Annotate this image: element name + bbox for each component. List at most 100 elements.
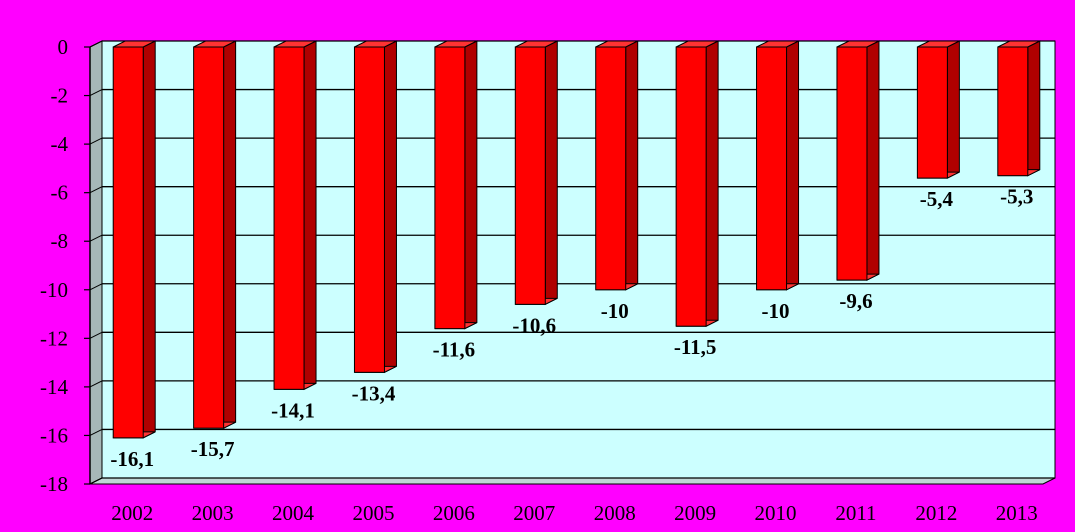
bar-front <box>112 46 144 439</box>
y-tick-label: -6 <box>51 181 69 205</box>
bar-cap <box>354 40 397 48</box>
bar-cap <box>515 40 558 48</box>
bar-front <box>353 46 385 373</box>
data-label: -10 <box>762 299 790 323</box>
x-tick-label: 2002 <box>111 501 153 525</box>
bar-front <box>273 46 305 390</box>
y-tick-label: 0 <box>58 35 69 59</box>
x-tick-label: 2011 <box>835 501 876 525</box>
bar-front <box>916 46 948 179</box>
bar-side <box>705 40 719 328</box>
data-label: -5,3 <box>1000 185 1033 209</box>
bar-front <box>193 46 225 429</box>
bar-front <box>595 46 627 291</box>
bar-front <box>675 46 707 327</box>
x-tick-label: 2005 <box>352 501 394 525</box>
bar-side <box>946 40 960 179</box>
bar-cap <box>997 40 1041 48</box>
side-wall <box>89 40 103 485</box>
bar-front <box>434 46 466 330</box>
bar-front <box>514 46 546 305</box>
bar <box>353 40 397 374</box>
bar-side <box>1027 40 1041 177</box>
bar-side <box>786 40 800 291</box>
bar-side <box>142 40 156 439</box>
y-tick-label: -10 <box>40 278 68 302</box>
gridline-side <box>89 89 103 97</box>
bar <box>836 40 880 281</box>
bar-cap <box>112 40 156 48</box>
y-tick-label: -4 <box>51 132 69 156</box>
y-tick-label: -14 <box>40 375 68 399</box>
x-tick-label: 2013 <box>996 501 1038 525</box>
bar-side <box>383 40 397 374</box>
bar-side <box>464 40 478 330</box>
gridline-side <box>89 40 103 48</box>
bar-cap <box>595 40 638 48</box>
bar-front <box>756 46 788 291</box>
bar-cap <box>756 40 799 48</box>
bar-cap <box>193 40 236 48</box>
bar-cap <box>273 40 317 48</box>
x-tick-label: 2008 <box>594 501 636 525</box>
y-tick-label: -12 <box>40 326 68 350</box>
bar-side <box>544 40 558 306</box>
x-tick-label: 2010 <box>755 501 797 525</box>
plot-area <box>89 40 1056 485</box>
bar-cap <box>675 40 719 48</box>
bar-side <box>223 40 237 429</box>
gridline-side <box>89 331 103 339</box>
gridline-side <box>89 234 103 242</box>
data-label: -15,7 <box>191 437 235 461</box>
gridline-side <box>89 380 103 388</box>
gridline-side <box>89 283 103 291</box>
bar-cap <box>917 40 960 48</box>
bar <box>916 40 960 179</box>
x-tick-label: 2009 <box>674 501 716 525</box>
bar-side <box>866 40 880 281</box>
bar-side <box>303 40 317 391</box>
data-label: -16,1 <box>110 447 154 471</box>
labels-group: -16,1 -15,7 -14,1 -13,4 -11,6 -10,6 -10 -11,5 -1… <box>110 185 1033 471</box>
bar <box>514 40 558 306</box>
data-label: -13,4 <box>352 381 396 405</box>
bar-cap <box>434 40 478 48</box>
bar <box>595 40 639 291</box>
bar <box>193 40 237 429</box>
bar-side <box>625 40 639 291</box>
bar <box>997 40 1041 177</box>
bar-cap <box>836 40 880 48</box>
bar-front <box>836 46 868 281</box>
y-tick-label: -18 <box>40 472 68 496</box>
back-wall <box>101 40 1056 479</box>
gridline-side <box>89 477 103 485</box>
y-tick-label: -8 <box>51 229 69 253</box>
x-tick-label: 2003 <box>192 501 234 525</box>
data-label: -10 <box>601 299 629 323</box>
gridline-side <box>89 186 103 194</box>
bar <box>273 40 317 391</box>
x-tick-label: 2004 <box>272 501 315 525</box>
data-label: -10,6 <box>512 313 556 337</box>
y-tick-label: -2 <box>51 84 69 108</box>
y-tick-label: -16 <box>40 423 68 447</box>
x-tick-label: 2012 <box>915 501 957 525</box>
data-label: -5,4 <box>920 187 954 211</box>
data-label: -9,6 <box>839 289 872 313</box>
gridline-side <box>89 137 103 145</box>
bar <box>756 40 800 291</box>
data-label: -11,6 <box>433 338 476 362</box>
bar <box>675 40 719 328</box>
data-label: -14,1 <box>271 398 315 422</box>
bars-group <box>112 40 1041 439</box>
axes-group: 0 -2 -4 -6 -8 -10 -12 -14 -16 -18 2002 2003 2004 2005… <box>40 35 1038 525</box>
bar-front <box>997 46 1029 177</box>
x-tick-label: 2007 <box>513 501 555 525</box>
gridline-side <box>89 428 103 436</box>
x-tick-label: 2006 <box>433 501 475 525</box>
floor <box>89 477 1056 485</box>
data-label: -11,5 <box>674 335 717 359</box>
bar <box>112 40 156 439</box>
